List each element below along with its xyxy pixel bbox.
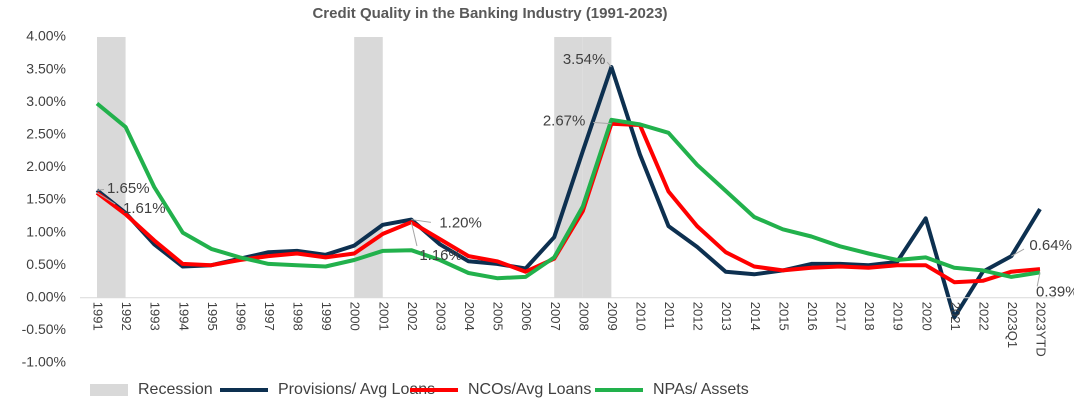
x-tick-label: 2005	[491, 302, 506, 331]
data-label: 3.54%	[563, 51, 606, 68]
label-leader	[606, 61, 612, 68]
series-line	[95, 101, 1041, 281]
x-tick-label: 2006	[519, 302, 534, 331]
x-tick-label: 1998	[291, 302, 306, 331]
x-tick-label: 2016	[805, 302, 820, 331]
x-tick-label: 2023Q1	[1005, 302, 1020, 348]
x-tick-label: 2023YTD	[1034, 302, 1049, 357]
x-tick-label: 2021	[948, 302, 963, 331]
x-tick-label: 1992	[119, 302, 134, 331]
label-leader	[96, 192, 116, 205]
x-tick-label: 2008	[576, 302, 591, 331]
y-tick-label: 1.00%	[26, 223, 66, 239]
x-tick-label: 2012	[691, 302, 706, 331]
recession-band	[97, 37, 126, 298]
data-label: 0.64%	[1029, 237, 1072, 254]
lines	[95, 65, 1042, 320]
series-line	[95, 65, 1042, 320]
x-tick-label: 2001	[376, 302, 391, 331]
x-tick-label: 2019	[891, 302, 906, 331]
x-tick-label: 2011	[662, 302, 677, 330]
x-tick-label: 2018	[862, 302, 877, 331]
label-leader	[1011, 248, 1025, 257]
y-tick-label: 2.00%	[26, 158, 66, 174]
data-label: 1.20%	[439, 215, 482, 232]
y-tick-label: 4.00%	[26, 28, 66, 44]
label-leader	[410, 222, 418, 247]
chart-title: Credit Quality in the Banking Industry (…	[312, 5, 667, 22]
legend-label: NCOs/Avg Loans	[468, 381, 591, 398]
legend-label: NPAs/ Assets	[653, 381, 749, 398]
legend-label: Provisions/ Avg Loans	[278, 381, 435, 398]
x-tick-label: 1997	[262, 302, 277, 331]
x-tick-label: 1993	[148, 302, 163, 331]
y-tick-label: 3.50%	[26, 60, 66, 76]
x-tick-label: 2010	[634, 302, 649, 331]
x-tick-label: 2003	[433, 302, 448, 331]
label-leader	[593, 121, 612, 125]
data-label: 1.16%	[419, 247, 462, 264]
x-tick-label: 2017	[834, 302, 849, 331]
y-tick-label: -0.50%	[22, 321, 66, 337]
x-tick-label: 2014	[748, 302, 763, 331]
x-tick-label: 2015	[776, 302, 791, 331]
x-tick-label: 1991	[91, 302, 106, 331]
y-tick-label: 3.00%	[26, 93, 66, 109]
label-leader	[96, 189, 105, 191]
x-tick-label: 2002	[405, 302, 420, 331]
x-tick-label: 1996	[233, 302, 248, 331]
data-label: 0.39%	[1036, 283, 1074, 300]
x-tick-label: 2007	[548, 302, 563, 331]
y-tick-label: 2.50%	[26, 126, 66, 142]
y-tick-label: -1.00%	[22, 354, 66, 370]
legend-swatch	[90, 384, 128, 396]
label-leader	[411, 219, 432, 223]
x-tick-label: 2004	[462, 302, 477, 331]
label-leader	[1036, 272, 1041, 287]
y-tick-label: 0.50%	[26, 256, 66, 272]
data-label: 1.61%	[123, 200, 166, 217]
x-tick-label: 2013	[719, 302, 734, 331]
x-tick-label: 1995	[205, 302, 220, 331]
x-tick-label: 2000	[348, 302, 363, 331]
y-tick-label: 1.50%	[26, 191, 66, 207]
x-tick-label: 2022	[976, 302, 991, 331]
legend-label: Recession	[138, 381, 213, 398]
x-tick-label: 1999	[319, 302, 334, 331]
data-label: 1.65%	[107, 180, 150, 197]
x-tick-label: 2009	[605, 302, 620, 331]
x-tick-label: 1994	[176, 302, 191, 331]
y-tick-label: 0.00%	[26, 289, 66, 305]
data-label: 2.67%	[543, 113, 586, 130]
x-tick-label: 2020	[919, 302, 934, 331]
